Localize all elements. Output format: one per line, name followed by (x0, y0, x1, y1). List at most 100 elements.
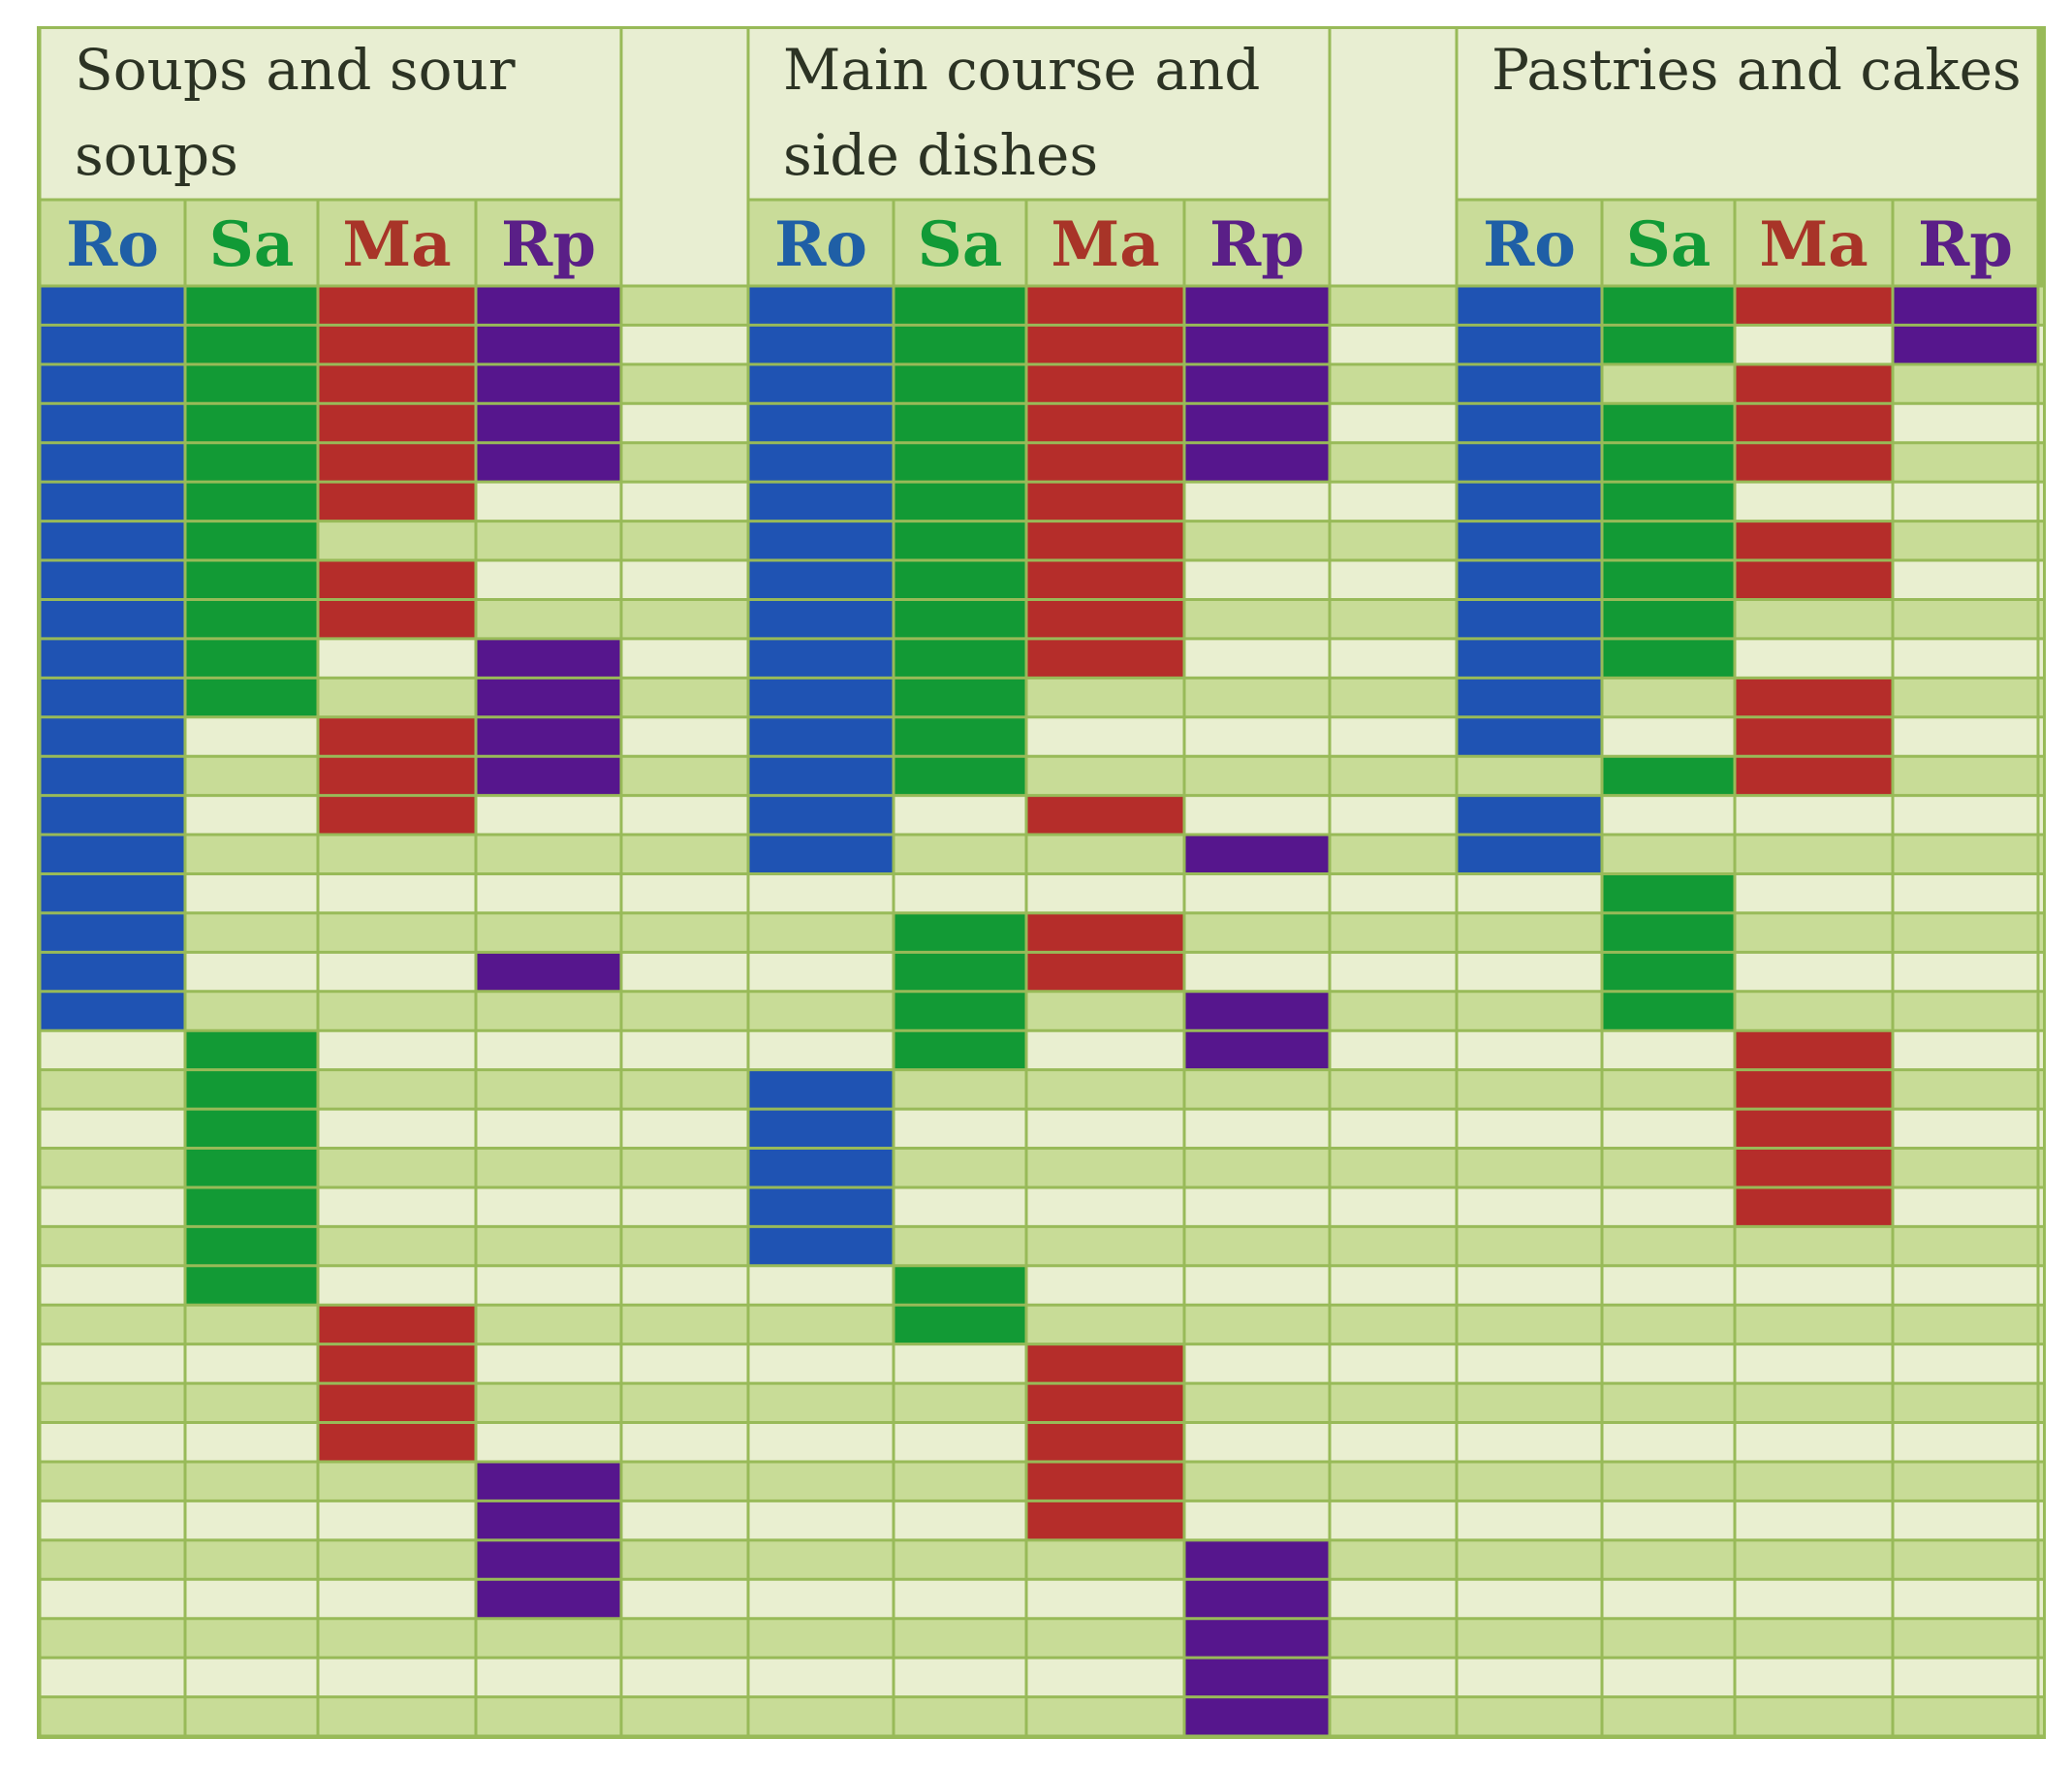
cell-ro (748, 363, 894, 404)
cell-rp (476, 638, 621, 679)
cell-ma (1735, 1069, 1893, 1110)
cell-sa (185, 442, 318, 483)
column-label-ro: Ro (774, 208, 867, 281)
cell-sa (1602, 873, 1735, 913)
cell-ma (318, 560, 476, 600)
cell-rp (476, 442, 621, 483)
cell-ro (40, 363, 185, 404)
row-stripe (40, 873, 2043, 913)
cell-ma (318, 795, 476, 836)
cell-ma (318, 1422, 476, 1462)
cell-rp (1184, 835, 1330, 874)
cell-ma (1735, 756, 1893, 796)
cell-ro (748, 482, 894, 522)
cell-sa (894, 286, 1026, 326)
column-label-ro: Ro (66, 208, 159, 281)
row-stripe (40, 1186, 2043, 1227)
cell-sa (185, 1226, 318, 1266)
cell-rp (476, 363, 621, 404)
group-header-bg (1457, 29, 2038, 200)
gap-header-bg (1330, 29, 1457, 286)
cell-sa (185, 678, 318, 717)
group-title-line: Main course and (783, 37, 1260, 103)
cell-ma (1735, 521, 1893, 561)
cell-ro (1457, 716, 1602, 757)
cell-sa (894, 1305, 1026, 1344)
cell-sa (185, 521, 318, 561)
cell-sa (185, 1109, 318, 1149)
cell-ro (1457, 442, 1602, 483)
row-stripe (40, 835, 2043, 874)
row-stripe (40, 1069, 2043, 1110)
cell-ro (748, 560, 894, 600)
cell-ma (318, 599, 476, 639)
cell-sa (1602, 325, 1735, 364)
cell-rp (1184, 442, 1330, 483)
cell-rp (1184, 1030, 1330, 1070)
cell-ro (748, 795, 894, 836)
cell-ma (318, 1383, 476, 1423)
group-header-bg (40, 29, 621, 200)
cell-sa (1602, 286, 1735, 326)
column-label-rp: Rp (1918, 208, 2013, 281)
cell-sa (1602, 991, 1735, 1031)
cell-sa (894, 403, 1026, 443)
cell-ro (1457, 835, 1602, 874)
cell-ma (318, 442, 476, 483)
cell-ma (1026, 912, 1184, 953)
cell-sa (894, 638, 1026, 679)
cell-ro (1457, 560, 1602, 600)
cell-ro (40, 560, 185, 600)
cell-rp (1184, 325, 1330, 364)
cell-rp (476, 678, 621, 717)
cell-ma (1026, 363, 1184, 404)
cell-ro (40, 952, 185, 992)
cell-ro (40, 403, 185, 443)
cell-sa (894, 325, 1026, 364)
gap-header-bg (621, 29, 748, 286)
cell-ma (318, 286, 476, 326)
cell-rp (1184, 1539, 1330, 1580)
cell-sa (894, 599, 1026, 639)
cell-ro (748, 1226, 894, 1266)
cell-sa (185, 560, 318, 600)
cell-ro (748, 1109, 894, 1149)
cell-rp (476, 1579, 621, 1619)
cell-ro (40, 912, 185, 953)
row-stripe (40, 1618, 2043, 1659)
cell-ro (1457, 678, 1602, 717)
cell-ro (40, 991, 185, 1031)
cell-ro (1457, 403, 1602, 443)
row-stripe (40, 1030, 2043, 1070)
cell-sa (185, 286, 318, 326)
cell-rp (1184, 1658, 1330, 1697)
column-label-sa: Sa (918, 208, 1003, 281)
row-stripe (40, 678, 2043, 717)
cell-sa (1602, 912, 1735, 953)
cell-ro (748, 835, 894, 874)
cell-sa (894, 756, 1026, 796)
cell-ma (318, 716, 476, 757)
cell-ro (40, 521, 185, 561)
column-label-rp: Rp (501, 208, 596, 281)
cell-sa (1602, 756, 1735, 796)
cell-rp (1893, 325, 2038, 364)
cell-sa (1602, 442, 1735, 483)
cell-sa (894, 912, 1026, 953)
cell-ma (1026, 952, 1184, 992)
cell-sa (894, 560, 1026, 600)
cell-rp (1184, 403, 1330, 443)
cell-sa (1602, 521, 1735, 561)
cell-rp (1184, 363, 1330, 404)
group-title-line: Soups and sour (75, 37, 516, 103)
cell-ro (40, 795, 185, 836)
cell-ma (1735, 1148, 1893, 1187)
row-stripe (40, 1539, 2043, 1580)
cell-ro (1457, 795, 1602, 836)
cell-ma (1735, 560, 1893, 600)
cell-ma (1026, 1501, 1184, 1540)
cell-ro (40, 716, 185, 757)
cell-sa (894, 991, 1026, 1031)
group-title-line: soups (75, 122, 238, 188)
